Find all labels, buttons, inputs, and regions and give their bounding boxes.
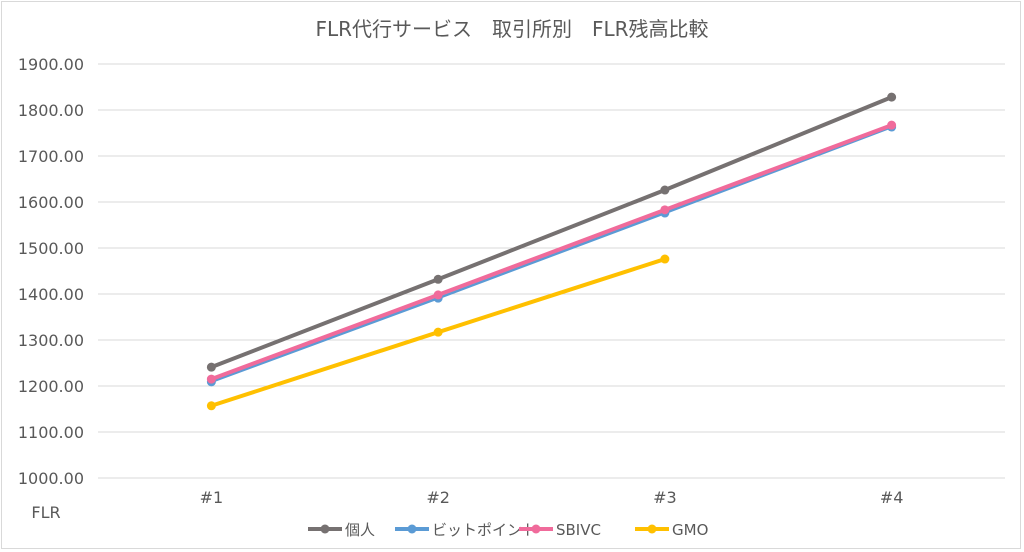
x-tick-label: #2 (426, 488, 450, 507)
legend-label: ビットポイント (432, 521, 537, 539)
y-tick-label: 1000.00 (18, 469, 84, 488)
data-point (433, 327, 443, 337)
x-tick-label: #3 (653, 488, 677, 507)
legend-label: SBIVC (556, 521, 601, 539)
data-point (433, 274, 443, 284)
y-tick-label: 1900.00 (18, 55, 84, 74)
y-tick-label: 1400.00 (18, 285, 84, 304)
y-tick-label: 1500.00 (18, 239, 84, 258)
data-point (433, 290, 443, 300)
legend-marker (320, 524, 330, 534)
data-point (660, 205, 670, 215)
data-point (887, 92, 897, 102)
series-line (209, 95, 894, 370)
legend-item: ビットポイント (395, 521, 537, 539)
legend-label: GMO (672, 521, 708, 539)
data-point (660, 254, 670, 264)
y-tick-label: 1200.00 (18, 377, 84, 396)
legend-item: GMO (635, 521, 708, 539)
series-line (209, 123, 894, 382)
legend-item: 個人 (308, 521, 375, 539)
series-2 (206, 120, 897, 384)
x-tick-label: #4 (880, 488, 904, 507)
legend-marker (407, 524, 417, 534)
data-point (206, 362, 216, 372)
y-axis-label: FLR (31, 503, 60, 522)
y-tick-label: 1100.00 (18, 423, 84, 442)
legend-label: 個人 (345, 521, 375, 539)
data-point (887, 120, 897, 130)
y-tick-label: 1800.00 (18, 101, 84, 120)
chart-title: FLR代行サービス 取引所別 FLR残高比較 (315, 17, 708, 41)
legend-item: SBIVC (519, 521, 601, 539)
data-point (660, 185, 670, 195)
data-point (206, 374, 216, 384)
y-tick-label: 1300.00 (18, 331, 84, 350)
series-0 (206, 92, 897, 372)
series-3 (206, 254, 670, 411)
legend-marker (647, 524, 657, 534)
x-tick-label: #1 (200, 488, 224, 507)
series-line (210, 125, 893, 384)
data-point (206, 401, 216, 411)
legend-marker (531, 524, 541, 534)
y-tick-label: 1700.00 (18, 147, 84, 166)
y-tick-label: 1600.00 (18, 193, 84, 212)
